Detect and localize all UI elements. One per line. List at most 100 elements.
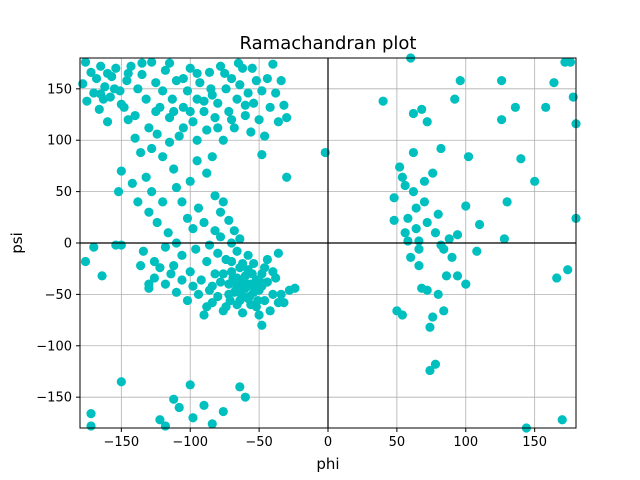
data-point (400, 180, 410, 191)
data-point (149, 256, 159, 267)
data-point (232, 94, 242, 104)
data-point (116, 377, 126, 387)
data-point (436, 143, 446, 154)
data-point (210, 191, 220, 201)
data-point (218, 135, 228, 145)
data-point (147, 187, 157, 197)
data-point (220, 68, 230, 79)
data-point (271, 88, 281, 98)
x-tick-label: −50 (245, 435, 272, 450)
data-point (235, 382, 245, 392)
data-point (141, 172, 151, 182)
data-point (155, 415, 165, 425)
data-point (499, 234, 509, 244)
data-point (213, 248, 223, 258)
data-point (182, 86, 193, 96)
data-point (169, 106, 179, 117)
y-axis-label: psi (8, 232, 26, 254)
data-point (557, 415, 567, 425)
x-tick-label: 0 (324, 435, 332, 450)
data-point (215, 277, 226, 287)
data-point (215, 232, 226, 242)
data-point (235, 234, 245, 244)
data-point (147, 143, 157, 154)
data-point (414, 261, 424, 271)
data-point (199, 310, 209, 320)
data-point (428, 312, 438, 322)
data-point (123, 115, 133, 125)
data-point (136, 261, 146, 271)
data-point (474, 219, 485, 230)
data-point (215, 61, 226, 71)
data-point (226, 73, 237, 84)
data-point (86, 409, 96, 419)
data-point (260, 131, 270, 141)
data-point (97, 271, 107, 281)
data-point (430, 228, 441, 238)
data-point (202, 168, 212, 178)
data-point (237, 308, 248, 318)
data-point (185, 106, 195, 117)
data-point (389, 215, 399, 225)
data-point (130, 110, 140, 121)
data-point (530, 176, 540, 186)
data-point (228, 273, 238, 283)
data-point (166, 269, 176, 279)
data-point (257, 150, 267, 160)
x-tick-label: 150 (522, 435, 547, 450)
data-point (452, 230, 463, 240)
reference-lines (80, 58, 576, 428)
data-point (164, 137, 175, 147)
data-point (425, 365, 435, 376)
data-point (127, 178, 137, 188)
data-point (225, 295, 235, 306)
data-point (80, 57, 91, 67)
data-point (188, 413, 198, 423)
data-point (164, 58, 175, 68)
data-point (137, 58, 147, 68)
data-point (249, 258, 259, 269)
data-point (290, 283, 300, 293)
data-point (210, 269, 220, 279)
x-tick-label: 100 (453, 435, 478, 450)
data-point (510, 102, 520, 112)
data-point (276, 289, 286, 299)
data-point (116, 166, 126, 176)
data-point (188, 117, 198, 127)
data-point (552, 273, 562, 283)
data-point (137, 69, 147, 80)
data-point (400, 228, 410, 238)
data-point (253, 295, 263, 306)
data-point (403, 213, 413, 223)
data-point (268, 267, 278, 277)
data-point (151, 78, 161, 88)
data-point (199, 217, 209, 228)
x-tick-label: 50 (389, 435, 406, 450)
data-point (411, 203, 421, 213)
data-point (441, 271, 452, 281)
data-point (174, 131, 184, 141)
data-point (113, 187, 124, 197)
data-point (185, 267, 195, 277)
data-point (444, 234, 454, 244)
data-point (240, 392, 250, 402)
data-point (452, 271, 463, 281)
data-point (202, 125, 212, 135)
data-point (133, 84, 143, 94)
data-point (196, 275, 206, 285)
data-point (430, 359, 441, 369)
data-point (268, 59, 278, 69)
data-point (408, 108, 419, 119)
data-point (160, 279, 171, 289)
data-point (265, 306, 275, 316)
data-point (177, 275, 187, 285)
data-point (565, 57, 576, 67)
data-point (243, 250, 253, 260)
data-point (91, 73, 102, 84)
data-point (563, 265, 573, 275)
data-point (221, 84, 231, 94)
chart-title: Ramachandran plot (240, 33, 417, 54)
data-point (257, 320, 267, 330)
